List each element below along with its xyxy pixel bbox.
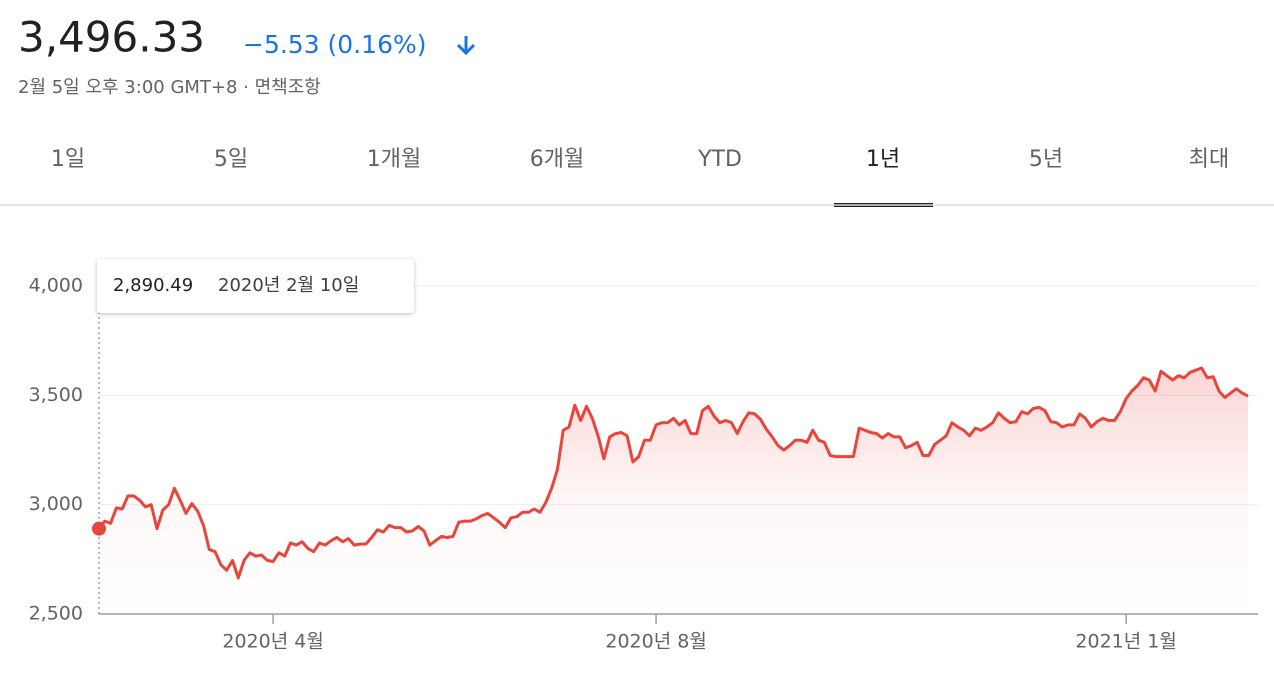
range-tab[interactable]: YTD bbox=[697, 147, 742, 172]
price-change: −5.53 (0.16%) bbox=[243, 30, 426, 59]
plot: 2,500 3,000 3,500 4,000 2020년 4월 2020년 8월 2021… bbox=[29, 259, 1258, 653]
range-tab[interactable]: 5년 bbox=[1029, 147, 1063, 172]
tooltip-value: 2,890.49 bbox=[113, 275, 193, 296]
tooltip-date: 2020년 2월 10일 bbox=[218, 275, 359, 296]
area bbox=[99, 368, 1248, 614]
y-tick-label: 4,000 bbox=[29, 275, 83, 297]
range-tab[interactable]: 최대 bbox=[1189, 147, 1229, 172]
range-tab[interactable]: 6개월 bbox=[530, 147, 584, 172]
range-tab[interactable]: 1개월 bbox=[367, 147, 421, 172]
range-tabs: 1일 5일 1개월 6개월 YTD 1년 5년 최대 bbox=[51, 147, 1229, 207]
line bbox=[97, 366, 1249, 580]
x-tick-label: 2020년 8월 bbox=[605, 631, 706, 653]
x-tick-label: 2021년 1월 bbox=[1075, 631, 1176, 653]
range-tab[interactable]: 1일 bbox=[51, 147, 85, 172]
y-tick-label: 3,000 bbox=[29, 493, 83, 515]
range-tab[interactable]: 1년 bbox=[866, 147, 900, 172]
x-tick-label: 2020년 4월 bbox=[222, 631, 323, 653]
tooltip-box bbox=[97, 259, 414, 313]
price: 3,496.33 bbox=[18, 13, 205, 62]
down-arrow bbox=[456, 36, 476, 56]
subtitle[interactable]: 2월 5일 오후 3:00 GMT+8 · 면책조항 bbox=[18, 77, 321, 98]
y-tick-label: 2,500 bbox=[29, 603, 83, 625]
y-tick-label: 3,500 bbox=[29, 384, 83, 406]
range-tab[interactable]: 5일 bbox=[214, 147, 248, 172]
hover-dot bbox=[92, 521, 106, 536]
